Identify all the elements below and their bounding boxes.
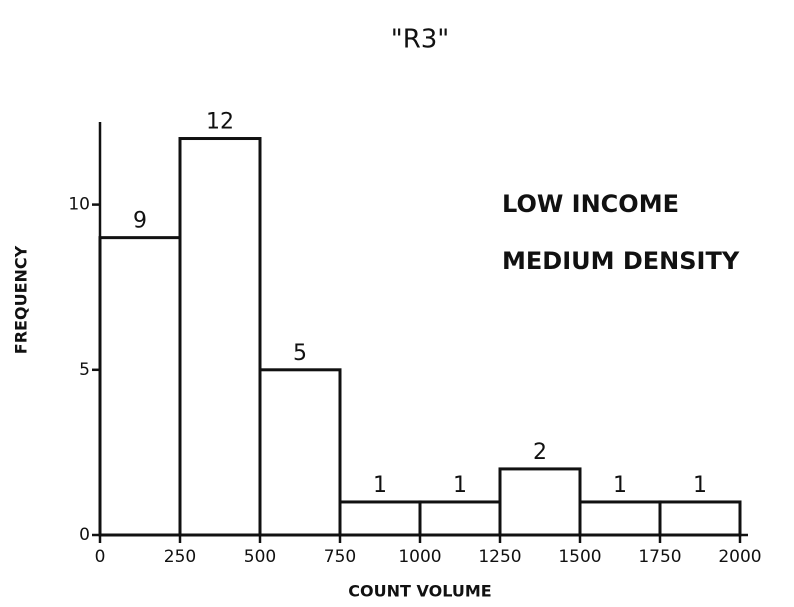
annotation: MEDIUM DENSITY (502, 247, 740, 275)
data-label: 2 (533, 440, 547, 465)
data-label: 12 (206, 110, 234, 135)
data-label: 1 (373, 473, 387, 498)
x-tick-label: 1750 (638, 547, 681, 567)
x-tick-label: 0 (95, 547, 106, 567)
bar (338, 500, 422, 537)
x-tick-label: 1000 (398, 547, 441, 567)
x-tick-label: 2000 (718, 547, 761, 567)
data-label: 1 (453, 473, 467, 498)
bar (658, 500, 742, 537)
x-tick-label: 1250 (478, 547, 521, 567)
data-label: 5 (293, 341, 307, 366)
x-tick-label: 500 (244, 547, 276, 567)
data-label: 1 (613, 473, 627, 498)
y-tick-label: 5 (79, 360, 90, 380)
y-axis-label: FREQUENCY (12, 245, 31, 354)
data-label: 1 (693, 473, 707, 498)
y-tick-label: 10 (68, 195, 90, 215)
annotation: LOW INCOME (502, 190, 679, 218)
x-tick-label: 250 (164, 547, 196, 567)
bar (258, 368, 342, 537)
chart-title: "R3" (391, 25, 450, 55)
bar (178, 137, 262, 537)
y-tick-label: 0 (79, 525, 90, 545)
bar (418, 500, 502, 537)
bar (578, 500, 662, 537)
x-tick-label: 750 (324, 547, 356, 567)
x-axis-label: COUNT VOLUME (348, 582, 491, 601)
bar (98, 236, 182, 537)
data-label: 9 (133, 209, 147, 234)
x-tick-label: 1500 (558, 547, 601, 567)
bar (498, 467, 582, 537)
